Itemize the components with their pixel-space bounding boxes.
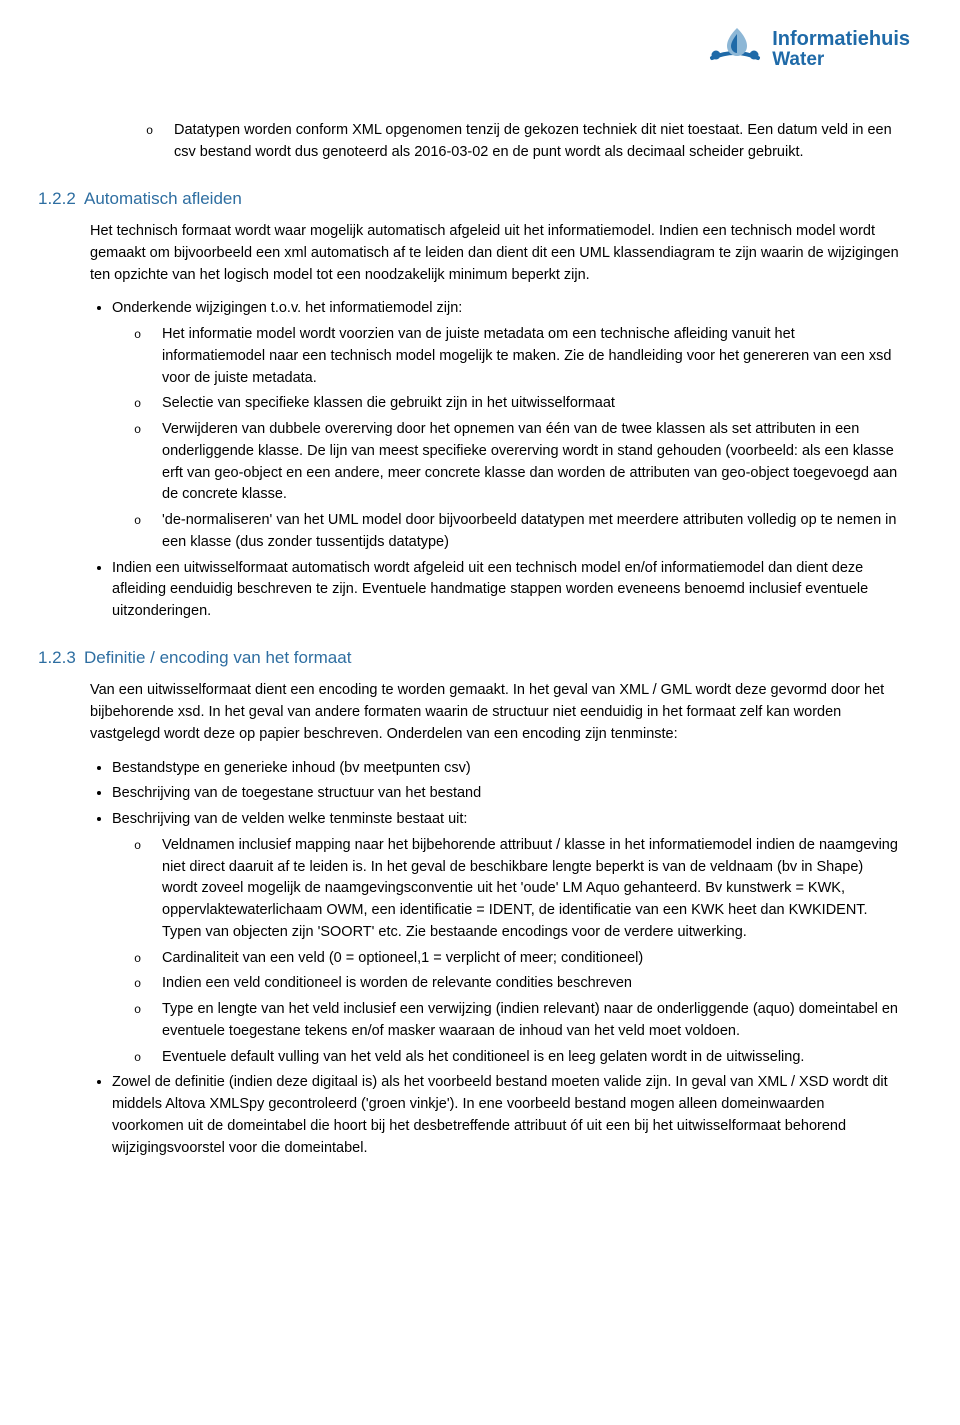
list-item-text: Onderkende wijzigingen t.o.v. het inform… xyxy=(112,300,462,316)
document-body: Datatypen worden conform XML opgenomen t… xyxy=(90,120,900,1159)
brand-text-bottom: Water xyxy=(772,50,910,70)
document-page: Informatiehuis Water Datatypen worden co… xyxy=(0,0,960,1425)
sub-list-item: Selectie van specifieke klassen die gebr… xyxy=(162,393,900,415)
sub-list-item: Het informatie model wordt voorzien van … xyxy=(162,324,900,389)
sub-list-item: Eventuele default vulling van het veld a… xyxy=(162,1047,900,1069)
section-title: Definitie / encoding van het formaat xyxy=(84,648,351,667)
bullet-list: Onderkende wijzigingen t.o.v. het inform… xyxy=(90,298,900,623)
opening-list: Datatypen worden conform XML opgenomen t… xyxy=(90,120,900,164)
brand-logo: Informatiehuis Water xyxy=(706,24,910,74)
brand-text-top: Informatiehuis xyxy=(772,29,910,50)
sub-list-item: Indien een veld conditioneel is worden d… xyxy=(162,973,900,995)
section-number: 1.2.3 xyxy=(38,645,84,671)
list-item: Beschrijving van de velden welke tenmins… xyxy=(112,809,900,1068)
list-item: Datatypen worden conform XML opgenomen t… xyxy=(174,120,900,164)
section-heading-122: 1.2.2Automatisch afleiden xyxy=(38,186,900,212)
list-item: Indien een uitwisselformaat automatisch … xyxy=(112,558,900,623)
section-number: 1.2.2 xyxy=(38,186,84,212)
brand-text: Informatiehuis Water xyxy=(772,29,910,70)
section-title: Automatisch afleiden xyxy=(84,189,242,208)
list-item: Bestandstype en generieke inhoud (bv mee… xyxy=(112,758,900,780)
list-item: Zowel de definitie (indien deze digitaal… xyxy=(112,1072,900,1159)
sub-bullet-list: Het informatie model wordt voorzien van … xyxy=(112,324,900,554)
bullet-list: Bestandstype en generieke inhoud (bv mee… xyxy=(90,758,900,1160)
sub-list-item: Cardinaliteit van een veld (0 = optionee… xyxy=(162,948,900,970)
water-droplet-icon xyxy=(706,24,764,74)
sub-list-item: Verwijderen van dubbele overerving door … xyxy=(162,419,900,506)
list-item: Onderkende wijzigingen t.o.v. het inform… xyxy=(112,298,900,553)
list-item-text: Beschrijving van de velden welke tenmins… xyxy=(112,811,467,827)
paragraph: Van een uitwisselformaat dient een encod… xyxy=(90,680,900,745)
sub-bullet-list: Veldnamen inclusief mapping naar het bij… xyxy=(112,835,900,1069)
sub-list-item: Veldnamen inclusief mapping naar het bij… xyxy=(162,835,900,944)
sub-list-item: 'de-normaliseren' van het UML model door… xyxy=(162,510,900,554)
list-item: Beschrijving van de toegestane structuur… xyxy=(112,783,900,805)
sub-list-item: Type en lengte van het veld inclusief ee… xyxy=(162,999,900,1043)
section-heading-123: 1.2.3Definitie / encoding van het formaa… xyxy=(38,645,900,671)
paragraph: Het technisch formaat wordt waar mogelij… xyxy=(90,221,900,286)
